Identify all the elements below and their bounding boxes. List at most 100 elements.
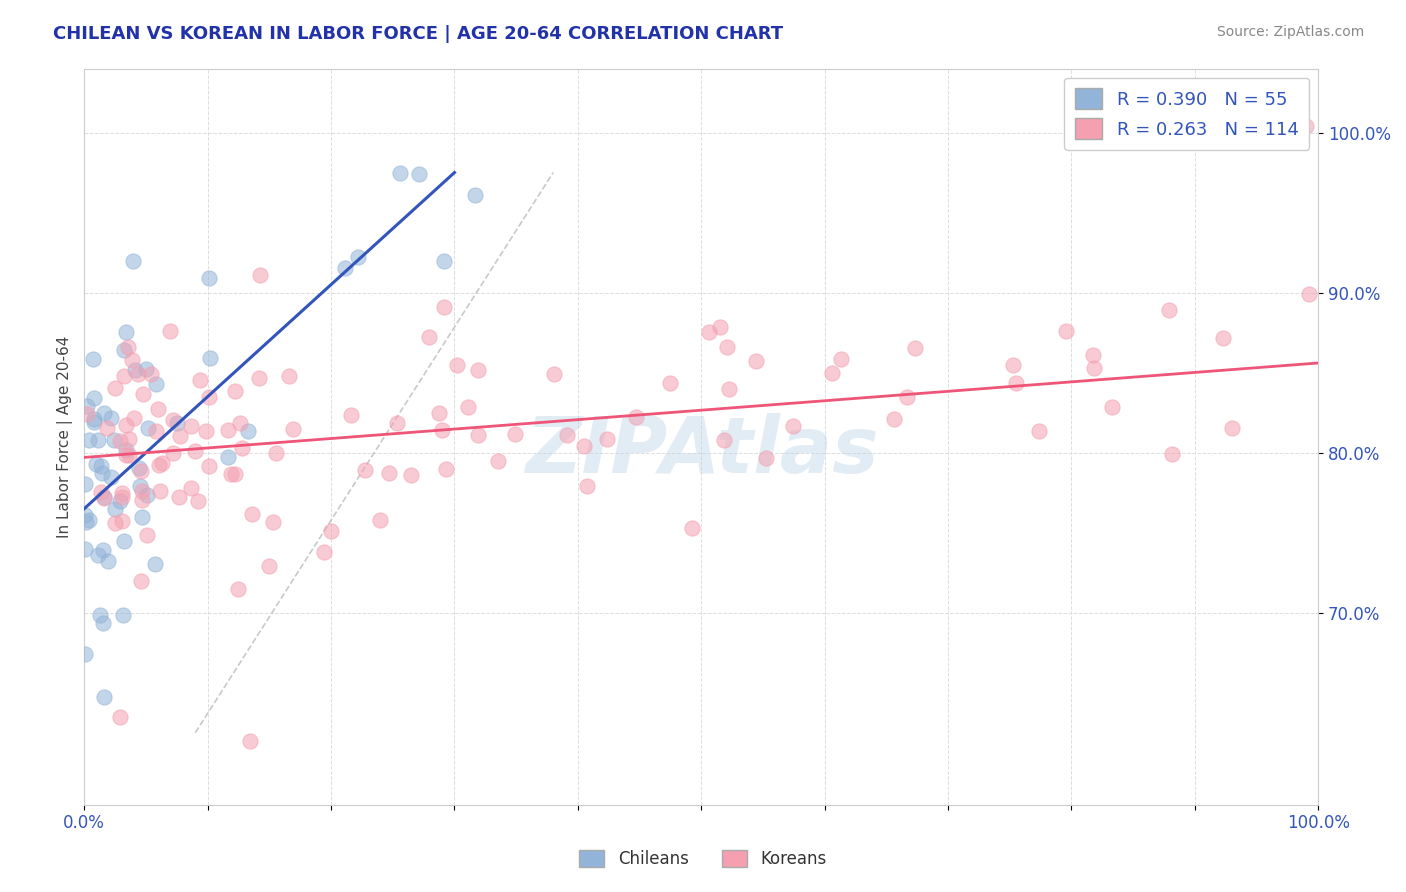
- Point: [377, 466, 399, 480]
- Point: [240, 507, 263, 521]
- Point: [93, 690, 115, 704]
- Point: [713, 433, 735, 447]
- Point: [124, 363, 146, 377]
- Point: [115, 418, 138, 433]
- Point: [418, 330, 440, 344]
- Point: [104, 516, 127, 530]
- Point: [129, 479, 152, 493]
- Point: [148, 458, 170, 473]
- Point: [1220, 421, 1243, 435]
- Legend: R = 0.390   N = 55, R = 0.263   N = 114: R = 0.390 N = 55, R = 0.263 N = 114: [1064, 78, 1309, 150]
- Point: [132, 387, 155, 401]
- Point: [91, 466, 114, 480]
- Point: [91, 543, 114, 558]
- Point: [112, 368, 135, 383]
- Point: [104, 381, 127, 395]
- Point: [75, 541, 97, 556]
- Point: [347, 250, 370, 264]
- Point: [96, 421, 118, 435]
- Point: [1298, 286, 1320, 301]
- Point: [1083, 361, 1105, 376]
- Point: [464, 187, 486, 202]
- Point: [180, 419, 202, 434]
- Point: [543, 367, 565, 381]
- Point: [340, 408, 363, 422]
- Point: [118, 432, 141, 446]
- Point: [385, 416, 408, 430]
- Point: [238, 733, 260, 747]
- Point: [231, 442, 253, 456]
- Point: [75, 516, 97, 530]
- Point: [221, 467, 243, 481]
- Point: [1161, 447, 1184, 461]
- Point: [433, 253, 456, 268]
- Point: [162, 446, 184, 460]
- Point: [166, 416, 188, 430]
- Point: [97, 553, 120, 567]
- Point: [716, 340, 738, 354]
- Point: [118, 448, 141, 462]
- Point: [197, 271, 219, 285]
- Point: [128, 460, 150, 475]
- Point: [87, 548, 110, 562]
- Point: [321, 524, 343, 538]
- Point: [115, 326, 138, 340]
- Point: [145, 424, 167, 438]
- Point: [247, 370, 270, 384]
- Point: [503, 427, 526, 442]
- Point: [162, 413, 184, 427]
- Point: [75, 508, 97, 523]
- Point: [314, 545, 336, 559]
- Point: [159, 324, 181, 338]
- Point: [122, 253, 145, 268]
- Point: [124, 411, 146, 425]
- Text: ZIPAtlas: ZIPAtlas: [524, 413, 877, 490]
- Point: [135, 362, 157, 376]
- Point: [84, 458, 107, 472]
- Point: [388, 166, 411, 180]
- Point: [149, 483, 172, 498]
- Point: [93, 490, 115, 504]
- Point: [658, 376, 681, 391]
- Point: [110, 485, 132, 500]
- Point: [150, 456, 173, 470]
- Point: [717, 382, 740, 396]
- Legend: Chileans, Koreans: Chileans, Koreans: [572, 843, 834, 875]
- Point: [1101, 400, 1123, 414]
- Point: [486, 453, 509, 467]
- Point: [427, 406, 450, 420]
- Point: [141, 367, 163, 381]
- Text: Source: ZipAtlas.com: Source: ZipAtlas.com: [1216, 25, 1364, 39]
- Point: [434, 461, 457, 475]
- Point: [188, 373, 211, 387]
- Point: [745, 353, 768, 368]
- Point: [575, 479, 598, 493]
- Point: [755, 451, 778, 466]
- Point: [76, 399, 98, 413]
- Point: [408, 167, 430, 181]
- Text: CHILEAN VS KOREAN IN LABOR FORCE | AGE 20-64 CORRELATION CHART: CHILEAN VS KOREAN IN LABOR FORCE | AGE 2…: [53, 25, 783, 43]
- Point: [131, 484, 153, 499]
- Point: [224, 467, 246, 481]
- Point: [1004, 376, 1026, 391]
- Point: [75, 647, 97, 661]
- Point: [1028, 424, 1050, 438]
- Point: [697, 325, 720, 339]
- Point: [278, 368, 301, 383]
- Point: [249, 268, 271, 282]
- Point: [90, 484, 112, 499]
- Point: [782, 418, 804, 433]
- Point: [145, 377, 167, 392]
- Point: [198, 390, 221, 404]
- Point: [596, 433, 619, 447]
- Point: [108, 434, 131, 448]
- Point: [262, 516, 284, 530]
- Point: [114, 443, 136, 458]
- Point: [108, 709, 131, 723]
- Point: [93, 406, 115, 420]
- Point: [169, 428, 191, 442]
- Point: [112, 533, 135, 548]
- Point: [180, 481, 202, 495]
- Point: [146, 402, 169, 417]
- Point: [883, 412, 905, 426]
